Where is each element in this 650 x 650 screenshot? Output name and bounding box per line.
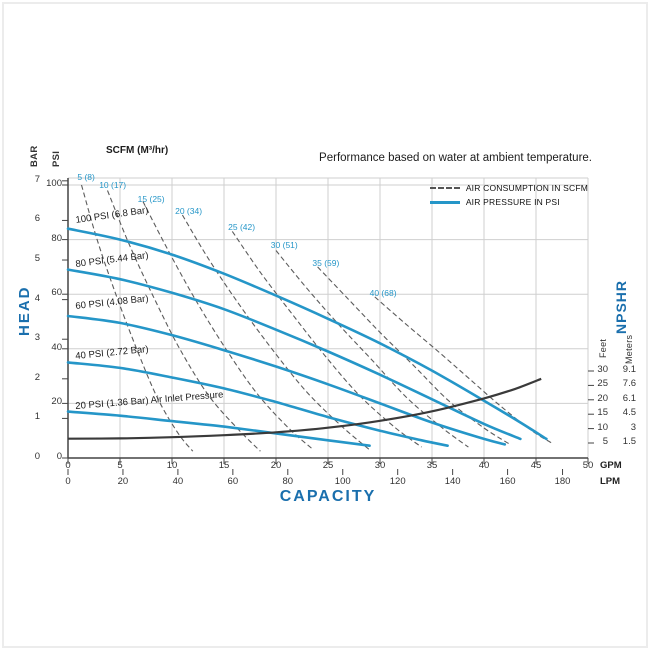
chart-legend: AIR CONSUMPTION IN SCFM AIR PRESSURE IN … xyxy=(429,183,588,207)
lpm-tick-label: 180 xyxy=(554,476,571,487)
feet-tick-label: 5 xyxy=(602,436,608,447)
bar-axis-label: BAR xyxy=(29,145,40,167)
pressure-curve-label: 100 PSI (6.8 Bar) xyxy=(75,205,150,227)
psi-tick-label: 100 xyxy=(46,178,62,189)
lpm-unit-label: LPM xyxy=(600,476,621,487)
bar-tick-label: 2 xyxy=(34,371,40,383)
lpm-tick-label: 100 xyxy=(334,476,351,487)
psi-tick-label: 0 xyxy=(56,451,62,462)
consumption-curve-label: 10 (17) xyxy=(99,179,127,190)
bar-tick-label: 6 xyxy=(34,213,40,225)
feet-axis-label: Feet xyxy=(598,338,608,358)
consumption-curve-label: 20 (34) xyxy=(175,205,203,216)
feet-tick-label: 20 xyxy=(597,392,608,404)
pressure-curve-label: 40 PSI (2.72 Bar) xyxy=(75,343,150,362)
feet-tick-label: 30 xyxy=(597,364,608,375)
meters-tick-label: 1.5 xyxy=(622,436,636,447)
psi-tick-label: 40 xyxy=(51,341,62,353)
legend-label-air-consumption: AIR CONSUMPTION IN SCFM xyxy=(465,183,588,193)
gpm-tick-label: 25 xyxy=(322,460,334,471)
scfm-axis-title: SCFM (M³/hr) xyxy=(106,145,169,156)
legend-label-air-pressure: AIR PRESSURE IN PSI xyxy=(465,197,560,207)
lpm-tick-label: 120 xyxy=(389,476,406,487)
consumption-curve-label: 40 (68) xyxy=(369,287,397,298)
consumption-curve-label: 30 (51) xyxy=(270,239,298,250)
gpm-tick-label: 5 xyxy=(117,460,123,471)
legend-item-air-consumption: AIR CONSUMPTION IN SCFM xyxy=(429,183,588,193)
lpm-tick-label: 0 xyxy=(65,476,71,487)
gpm-tick-label: 40 xyxy=(478,460,490,471)
bar-tick-label: 0 xyxy=(34,451,40,462)
gpm-tick-label: 20 xyxy=(270,460,282,471)
meters-axis-label: Meters xyxy=(624,334,634,364)
bar-tick-label: 7 xyxy=(34,173,40,185)
lpm-tick-label: 60 xyxy=(227,476,239,487)
npshr-axis-title: NPSHR xyxy=(613,279,629,334)
lpm-tick-label: 80 xyxy=(282,476,294,487)
consumption-curve-label: 25 (42) xyxy=(228,222,256,233)
feet-tick-label: 10 xyxy=(597,421,608,433)
chart-note: Performance based on water at ambient te… xyxy=(319,152,592,164)
psi-tick-label: 20 xyxy=(51,396,62,408)
gpm-tick-label: 30 xyxy=(374,460,386,471)
meters-tick-label: 6.1 xyxy=(622,392,636,404)
psi-axis-label: PSI xyxy=(51,150,62,167)
bar-tick-label: 1 xyxy=(34,411,40,423)
consumption-curve-label: 15 (25) xyxy=(137,193,165,204)
gpm-unit-label: GPM xyxy=(600,460,622,471)
meters-tick-label: 4.5 xyxy=(622,407,636,419)
consumption-curve-label: 5 (8) xyxy=(77,171,95,182)
feet-tick-label: 15 xyxy=(597,407,608,419)
bar-tick-label: 5 xyxy=(34,253,40,265)
meters-tick-label: 7.6 xyxy=(622,378,636,390)
gpm-tick-label: 0 xyxy=(65,460,71,471)
bar-tick-label: 3 xyxy=(34,332,40,344)
gpm-tick-label: 45 xyxy=(530,460,542,471)
dashed-line-icon xyxy=(429,187,460,189)
meters-tick-label: 9.1 xyxy=(622,364,636,375)
bar-tick-label: 4 xyxy=(34,292,40,304)
pressure-curve-label: 80 PSI (5.44 Bar) xyxy=(75,250,150,270)
pressure-curve-label: 60 PSI (4.08 Bar) xyxy=(75,293,150,313)
solid-line-icon xyxy=(429,200,460,204)
gpm-tick-label: 15 xyxy=(218,460,230,471)
feet-tick-label: 25 xyxy=(597,378,608,390)
consumption-curve-label: 35 (59) xyxy=(312,257,340,268)
psi-tick-label: 60 xyxy=(51,287,62,299)
lpm-tick-label: 40 xyxy=(172,476,184,487)
lpm-tick-label: 20 xyxy=(117,476,129,487)
gpm-tick-label: 35 xyxy=(426,460,438,471)
legend-item-air-pressure: AIR PRESSURE IN PSI xyxy=(429,197,560,207)
meters-tick-label: 3 xyxy=(630,421,636,433)
pressure-curve-label: 20 PSI (1.36 Bar) Air Inlet Pressure xyxy=(75,389,224,413)
gpm-tick-label: 50 xyxy=(582,460,594,471)
lpm-tick-label: 140 xyxy=(444,476,461,487)
capacity-axis-title: CAPACITY xyxy=(279,488,377,505)
psi-tick-label: 80 xyxy=(51,232,62,244)
gpm-tick-label: 10 xyxy=(166,460,178,471)
lpm-tick-label: 160 xyxy=(499,476,516,487)
